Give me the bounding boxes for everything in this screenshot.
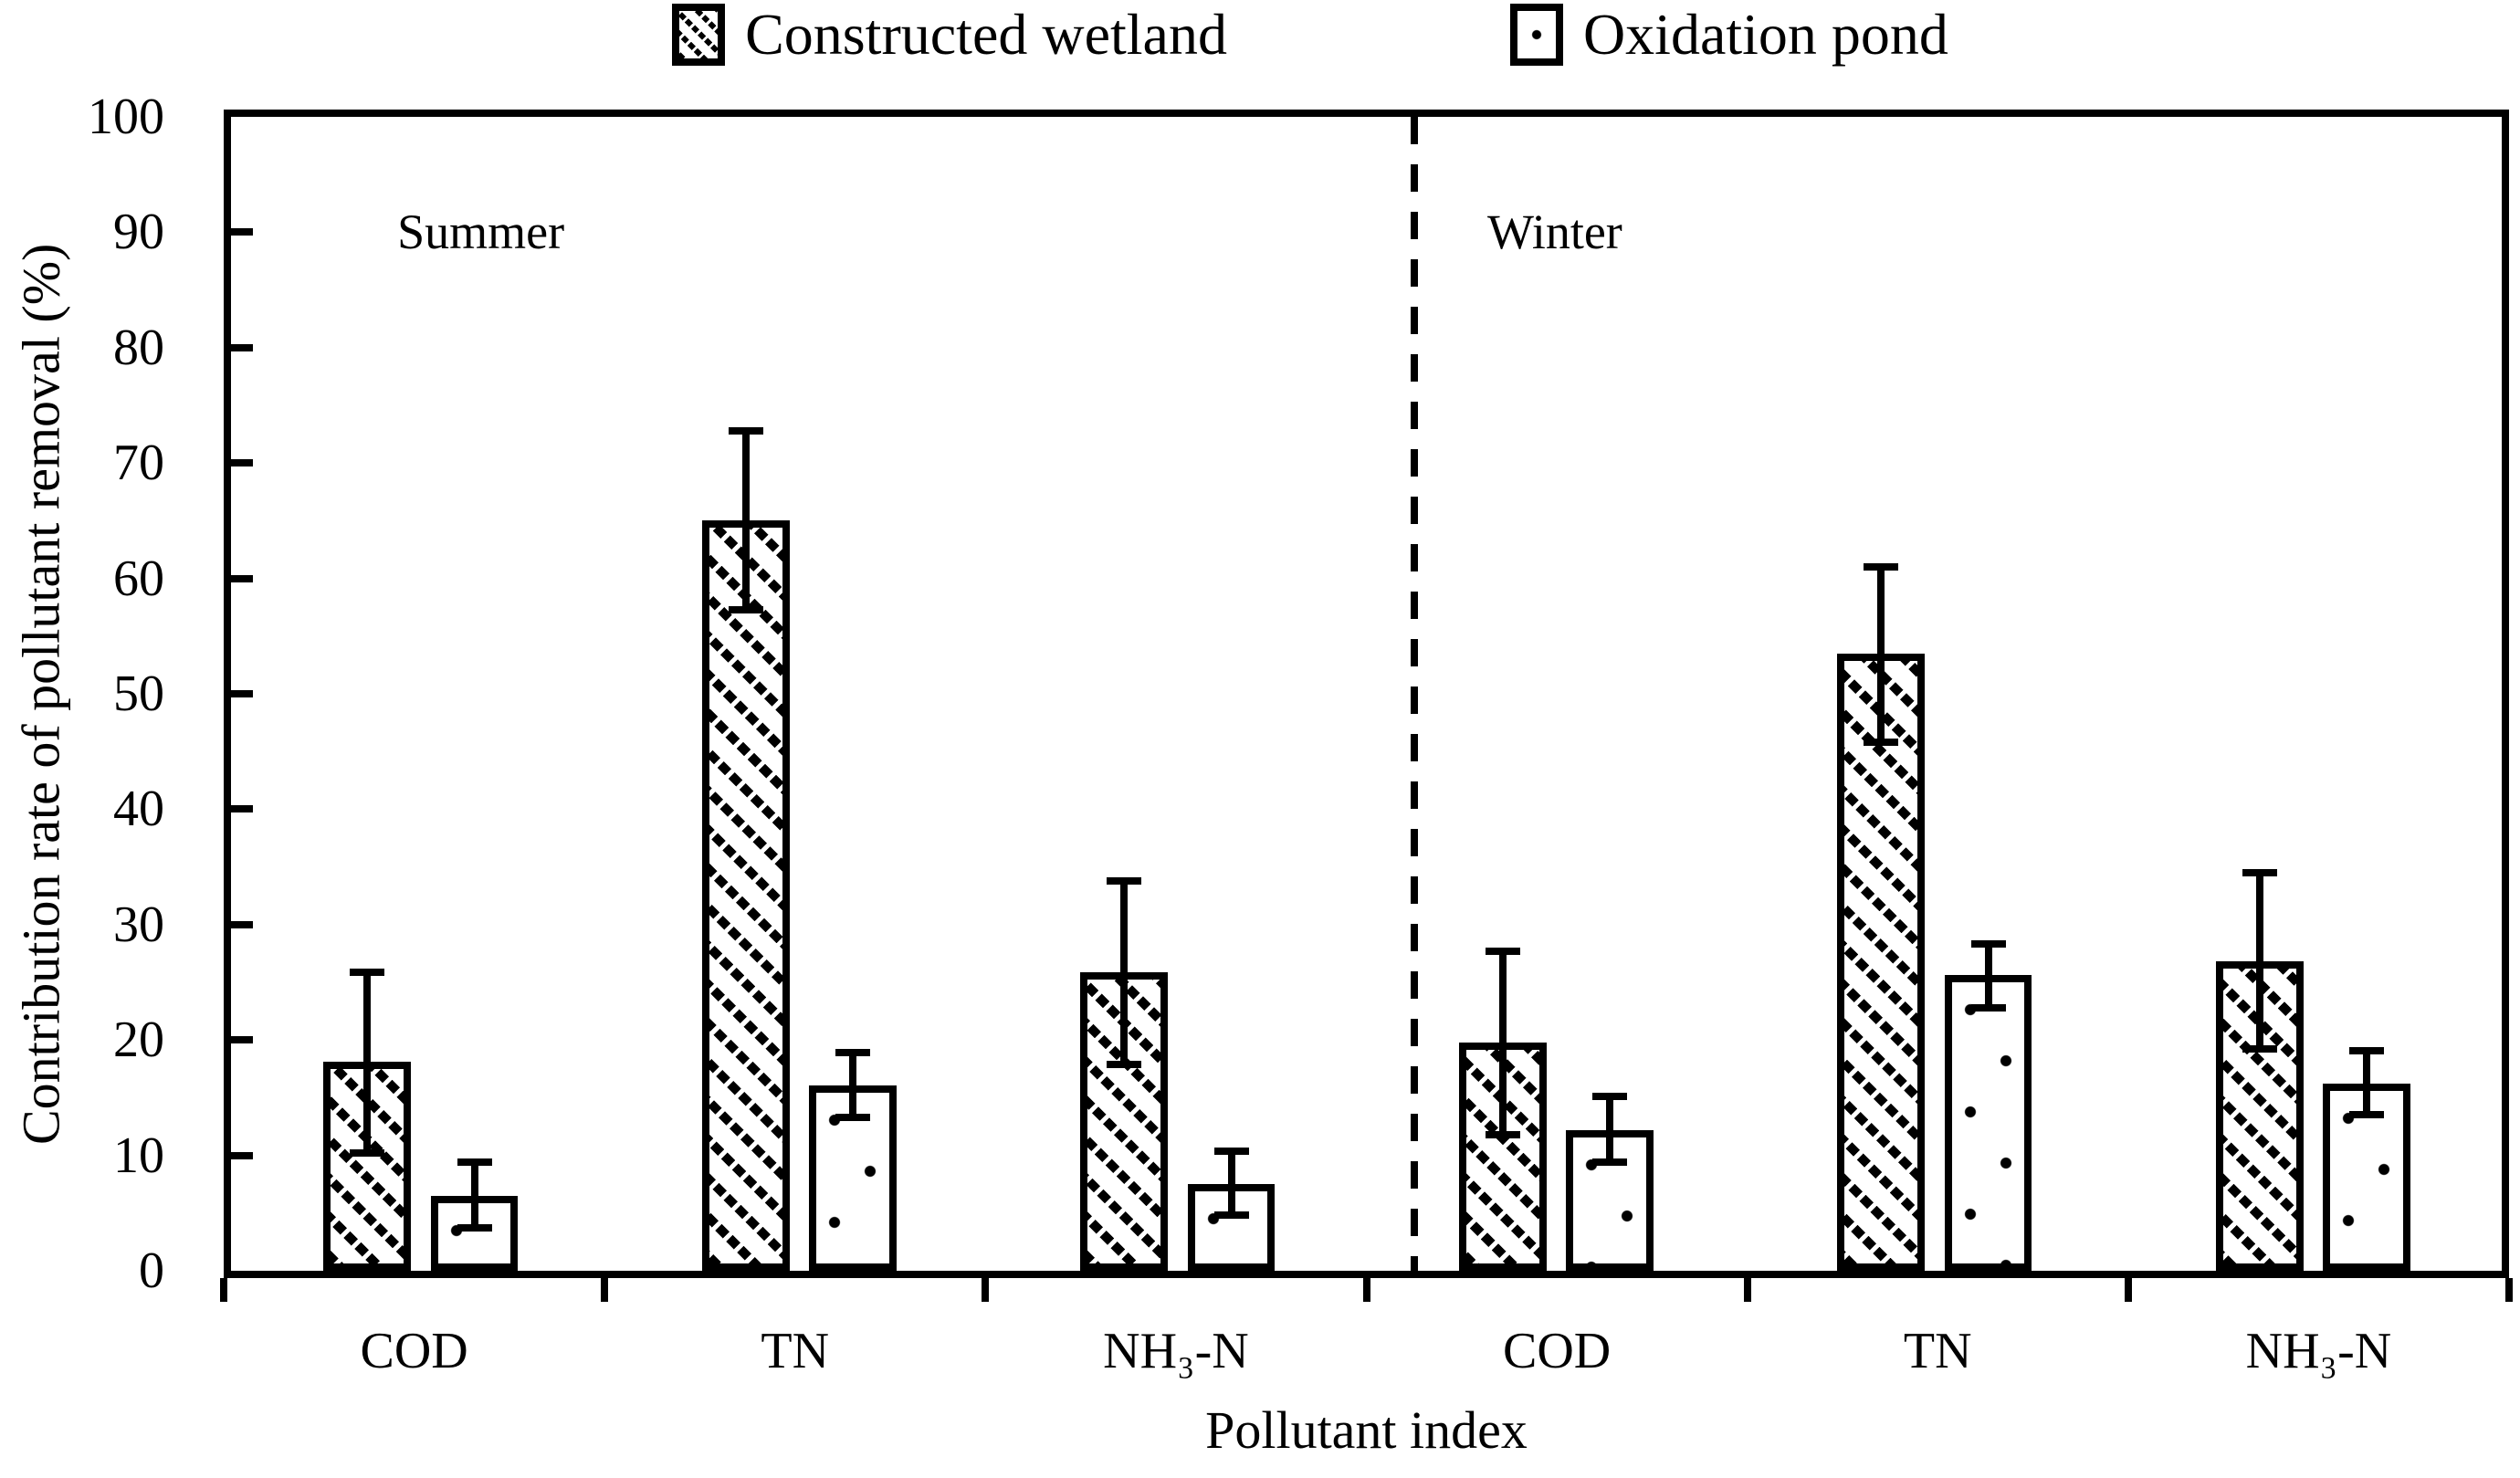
error-bar-cap-bottom bbox=[350, 1149, 385, 1158]
dot-swatch-icon bbox=[1509, 4, 1563, 66]
error-bar-cap-bottom bbox=[1485, 1130, 1520, 1138]
error-bar-line bbox=[1227, 1150, 1235, 1216]
error-bar-cap-bottom bbox=[1107, 1060, 1142, 1068]
error-bar-line bbox=[1498, 950, 1507, 1135]
y-tick-label: 20 bbox=[113, 1012, 164, 1069]
bar-TN-oxidation-pond bbox=[809, 1085, 897, 1271]
error-bar-cap-top bbox=[1864, 562, 1899, 571]
y-tick-mark bbox=[231, 920, 253, 928]
plot-area: Summer Winter bbox=[224, 110, 2509, 1278]
y-tick-mark bbox=[231, 805, 253, 813]
x-tick-label: NH₃-N bbox=[2245, 1323, 2392, 1379]
error-bar-line bbox=[849, 1053, 857, 1117]
error-bar-cap-top bbox=[2349, 1046, 2385, 1054]
y-tick-mark bbox=[231, 1036, 253, 1044]
legend: Constructed wetland Oxidation pond bbox=[50, 4, 2520, 66]
error-bar-cap-top bbox=[1213, 1147, 1249, 1155]
y-tick-mark bbox=[231, 343, 253, 351]
season-label-summer: Summer bbox=[397, 204, 565, 260]
y-tick-mark bbox=[231, 574, 253, 582]
error-bar-line bbox=[1120, 880, 1129, 1064]
legend-label: Constructed wetland bbox=[745, 2, 1227, 67]
x-tick-mark bbox=[1743, 1278, 1751, 1302]
error-bar-cap-top bbox=[457, 1158, 492, 1167]
error-bar-cap-bottom bbox=[1213, 1211, 1249, 1220]
error-bar-cap-top bbox=[728, 426, 763, 435]
error-bar-line bbox=[470, 1162, 478, 1229]
x-axis-tick-labels: COD TN NH₃-N COD TN NH₃-N bbox=[224, 1326, 2509, 1389]
bar-TN-oxidation-pond bbox=[1944, 975, 2032, 1271]
y-tick-mark bbox=[231, 459, 253, 467]
error-bar-cap-top bbox=[2242, 868, 2277, 876]
y-axis-tick-labels: 0 10 20 30 40 50 60 70 80 90 100 bbox=[0, 91, 164, 1296]
y-tick-mark bbox=[231, 228, 253, 236]
error-bar-cap-bottom bbox=[835, 1113, 871, 1121]
error-bar-line bbox=[2363, 1050, 2371, 1116]
y-tick-label: 70 bbox=[113, 435, 164, 492]
bar-TN-constructed-wetland bbox=[1837, 653, 1926, 1271]
y-tick-label: 10 bbox=[113, 1127, 164, 1184]
error-bar-cap-top bbox=[1107, 876, 1142, 885]
y-tick-label: 30 bbox=[113, 896, 164, 953]
error-bar-cap-top bbox=[1970, 940, 2006, 949]
x-tick-mark bbox=[2505, 1278, 2513, 1302]
legend-label: Oxidation pond bbox=[1582, 2, 1948, 67]
error-bar-cap-bottom bbox=[2242, 1045, 2277, 1053]
error-bar-cap-top bbox=[1485, 947, 1520, 955]
x-tick-label: TN bbox=[761, 1323, 830, 1379]
x-tick-mark bbox=[982, 1278, 990, 1302]
season-label-winter: Winter bbox=[1487, 204, 1622, 260]
error-bar-cap-bottom bbox=[2349, 1111, 2385, 1119]
error-bar-line bbox=[2255, 872, 2263, 1050]
y-tick-mark bbox=[231, 690, 253, 697]
error-bar-line bbox=[741, 430, 750, 610]
y-tick-label: 0 bbox=[139, 1242, 164, 1299]
x-tick-label: COD bbox=[1502, 1323, 1612, 1379]
x-axis-title: Pollutant index bbox=[1205, 1400, 1528, 1460]
x-tick-mark bbox=[2124, 1278, 2132, 1302]
error-bar-cap-top bbox=[1592, 1093, 1628, 1101]
error-bar-line bbox=[363, 971, 372, 1154]
x-tick-mark bbox=[220, 1278, 227, 1302]
error-bar-cap-top bbox=[350, 968, 385, 976]
legend-item-constructed-wetland: Constructed wetland bbox=[672, 4, 1227, 66]
y-tick-label: 60 bbox=[113, 550, 164, 607]
diagonal-hatch-swatch-icon bbox=[672, 4, 726, 66]
x-tick-label: COD bbox=[360, 1323, 468, 1379]
x-tick-label: TN bbox=[1903, 1323, 1972, 1379]
x-tick-mark bbox=[601, 1278, 609, 1302]
y-tick-label: 100 bbox=[88, 89, 164, 145]
y-tick-label: 80 bbox=[113, 319, 164, 376]
legend-item-oxidation-pond: Oxidation pond bbox=[1509, 2, 1948, 67]
error-bar-line bbox=[1984, 944, 1992, 1008]
y-tick-mark bbox=[231, 1151, 253, 1159]
season-divider-dashed-line bbox=[1410, 117, 1418, 1271]
error-bar-cap-bottom bbox=[1864, 739, 1899, 747]
y-tick-label: 40 bbox=[113, 781, 164, 838]
error-bar-cap-bottom bbox=[457, 1224, 492, 1232]
error-bar-cap-bottom bbox=[728, 605, 763, 613]
x-tick-label: NH₃-N bbox=[1103, 1323, 1249, 1379]
error-bar-line bbox=[1606, 1096, 1614, 1163]
y-tick-label: 50 bbox=[113, 666, 164, 722]
error-bar-cap-bottom bbox=[1592, 1158, 1628, 1167]
bar-TN-constructed-wetland bbox=[701, 520, 790, 1271]
y-tick-label: 90 bbox=[113, 204, 164, 261]
error-bar-cap-bottom bbox=[1970, 1003, 2006, 1012]
error-bar-cap-top bbox=[835, 1049, 871, 1057]
x-tick-mark bbox=[1362, 1278, 1370, 1302]
error-bar-line bbox=[1877, 566, 1885, 743]
